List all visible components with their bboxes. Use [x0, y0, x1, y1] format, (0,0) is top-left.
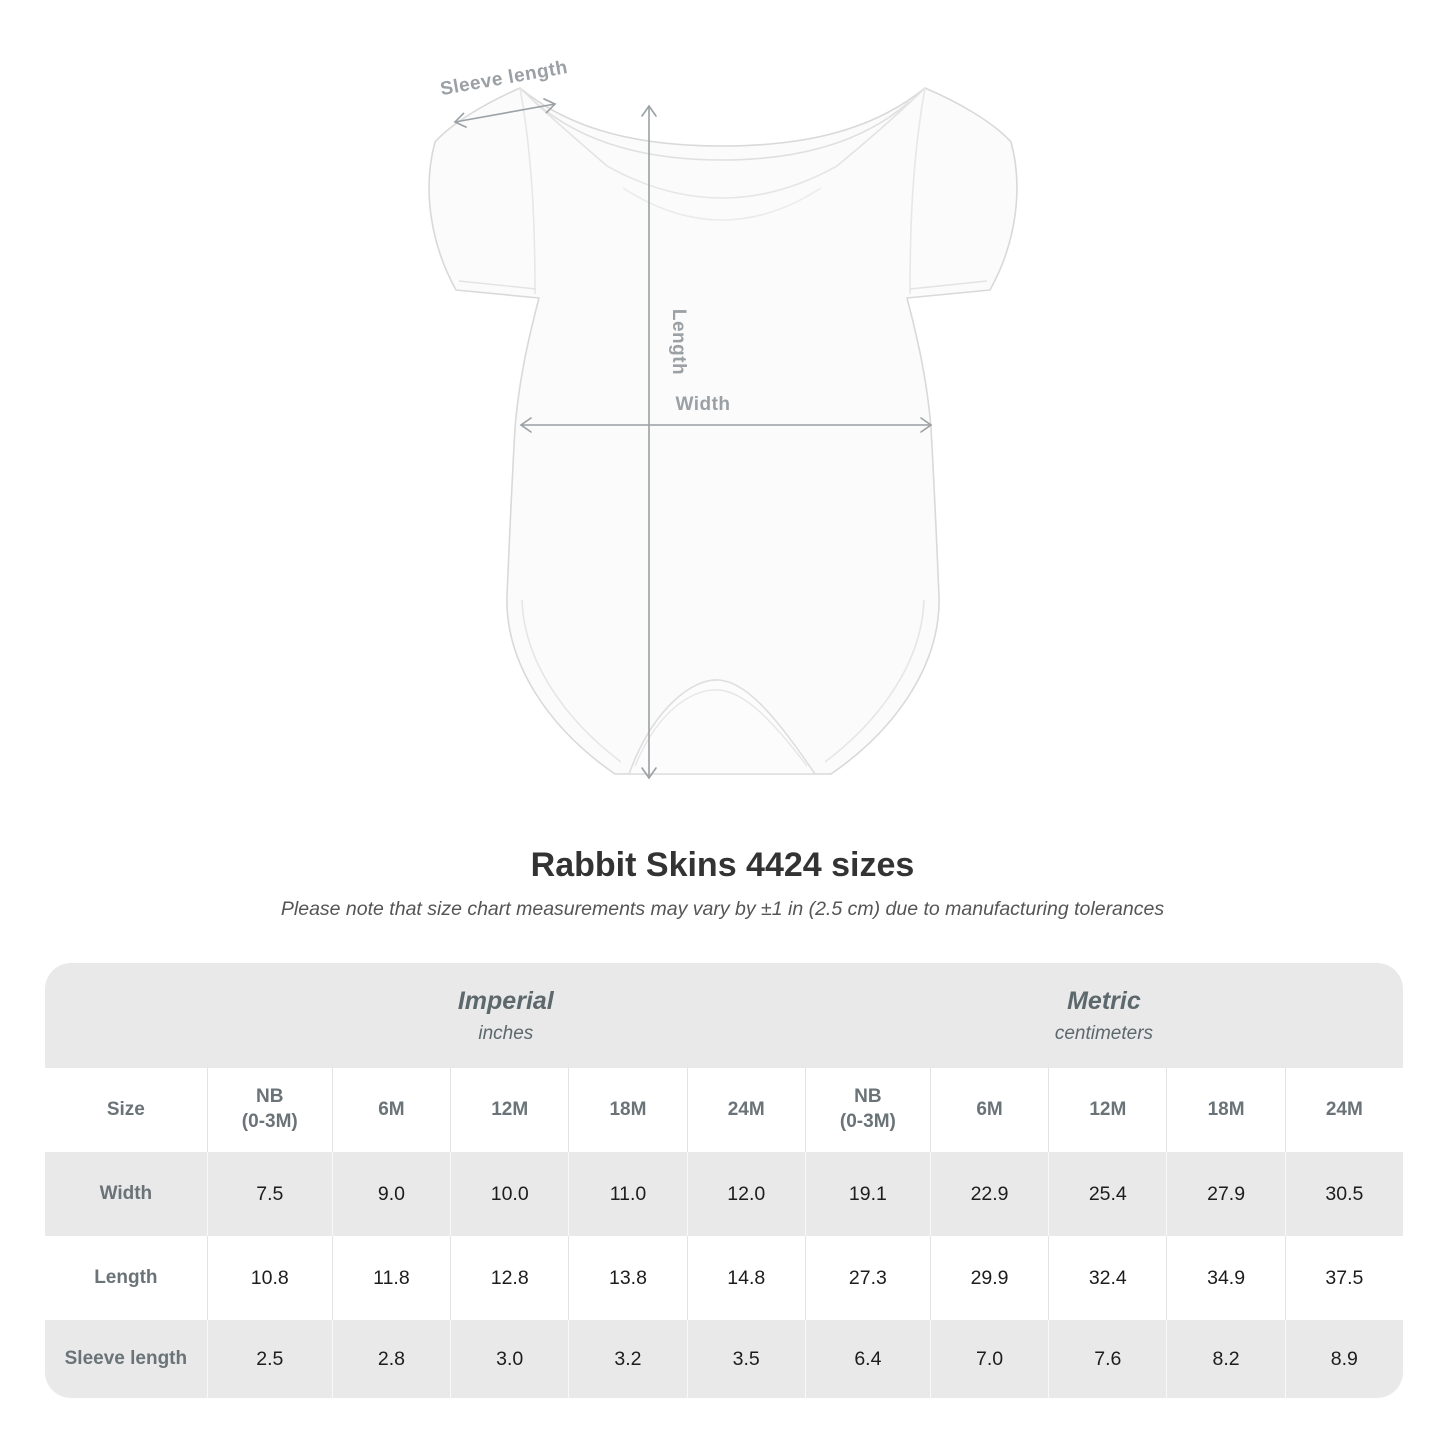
cell-value: 12.0 [686, 1152, 805, 1236]
band-spacer [45, 963, 207, 1068]
col-header: 6M [929, 1068, 1048, 1152]
size-table: Imperial inches Metric centimeters Size … [45, 963, 1403, 1398]
size-header-row: Size NB (0-3M) 6M 12M 18M 24M NB (0-3M) … [45, 1068, 1403, 1152]
cell-value: 8.9 [1284, 1320, 1403, 1398]
imperial-group-header: Imperial inches [207, 963, 805, 1068]
size-header-cell: Size [106, 1099, 145, 1120]
cell-value: 32.4 [1048, 1236, 1166, 1320]
length-row: Length 10.8 11.8 12.8 13.8 14.8 27.3 29.… [45, 1236, 1403, 1320]
cell-value: 30.5 [1284, 1152, 1403, 1236]
cell-value: 3.0 [450, 1320, 568, 1398]
width-row: Width 7.5 9.0 10.0 11.0 12.0 19.1 22.9 2… [45, 1152, 1403, 1236]
onesie-body-shape [428, 87, 1018, 775]
imperial-group-title: Imperial [457, 986, 554, 1015]
cell-value: 11.8 [331, 1236, 450, 1320]
metric-group-title: Metric [1067, 986, 1141, 1015]
sleeve-length-arrow [453, 98, 557, 128]
width-arrow [519, 417, 933, 433]
onesie-measurement-diagram: Sleeve length Length Width [383, 40, 1063, 820]
cell-value: 37.5 [1284, 1236, 1403, 1320]
cell-value: 19.1 [804, 1152, 930, 1236]
cell-value: 34.9 [1166, 1236, 1284, 1320]
col-header: NB (0-3M) [206, 1068, 332, 1152]
col-header: 6M [331, 1068, 450, 1152]
cell-value: 10.0 [450, 1152, 568, 1236]
cell-value: 10.8 [206, 1236, 332, 1320]
cell-value: 27.9 [1166, 1152, 1284, 1236]
cell-value: 29.9 [929, 1236, 1048, 1320]
cell-value: 3.5 [686, 1320, 805, 1398]
page-subtitle: Please note that size chart measurements… [280, 898, 1165, 920]
unit-group-band: Imperial inches Metric centimeters [45, 963, 1403, 1068]
cell-value: 7.6 [1048, 1320, 1166, 1398]
metric-group-header: Metric centimeters [805, 963, 1403, 1068]
col-header: 24M [686, 1068, 805, 1152]
cell-value: 2.5 [206, 1320, 332, 1398]
col-header: 12M [450, 1068, 568, 1152]
sleeve-length-label: Sleeve length [439, 57, 570, 100]
cell-value: 9.0 [331, 1152, 450, 1236]
col-header: 24M [1284, 1068, 1403, 1152]
imperial-group-unit: inches [478, 1023, 534, 1045]
cell-value: 6.4 [804, 1320, 930, 1398]
cell-value: 7.0 [929, 1320, 1048, 1398]
col-header: 12M [1048, 1068, 1166, 1152]
page-title: Rabbit Skins 4424 sizes [530, 846, 915, 884]
width-label: Width [675, 394, 730, 415]
sleeve-length-row: Sleeve length 2.5 2.8 3.0 3.2 3.5 6.4 7.… [45, 1320, 1403, 1398]
cell-value: 7.5 [206, 1152, 332, 1236]
cell-value: 27.3 [804, 1236, 930, 1320]
metric-group-unit: centimeters [1054, 1023, 1154, 1045]
cell-value: 2.8 [331, 1320, 450, 1398]
cell-value: 13.8 [568, 1236, 686, 1320]
col-header: 18M [568, 1068, 686, 1152]
col-header: NB (0-3M) [804, 1068, 930, 1152]
row-header: Sleeve length [64, 1348, 188, 1369]
cell-value: 8.2 [1166, 1320, 1284, 1398]
cell-value: 11.0 [568, 1152, 686, 1236]
col-header: 18M [1166, 1068, 1284, 1152]
cell-value: 3.2 [568, 1320, 686, 1398]
cell-value: 12.8 [450, 1236, 568, 1320]
cell-value: 22.9 [929, 1152, 1048, 1236]
cell-value: 14.8 [686, 1236, 805, 1320]
length-label: Length [668, 309, 689, 375]
row-header: Width [99, 1183, 153, 1204]
measurement-annotations [453, 98, 933, 780]
cell-value: 25.4 [1048, 1152, 1166, 1236]
row-header: Length [94, 1267, 158, 1288]
onesie-illustration: Sleeve length Length Width [428, 57, 1018, 780]
length-arrow [641, 104, 657, 780]
